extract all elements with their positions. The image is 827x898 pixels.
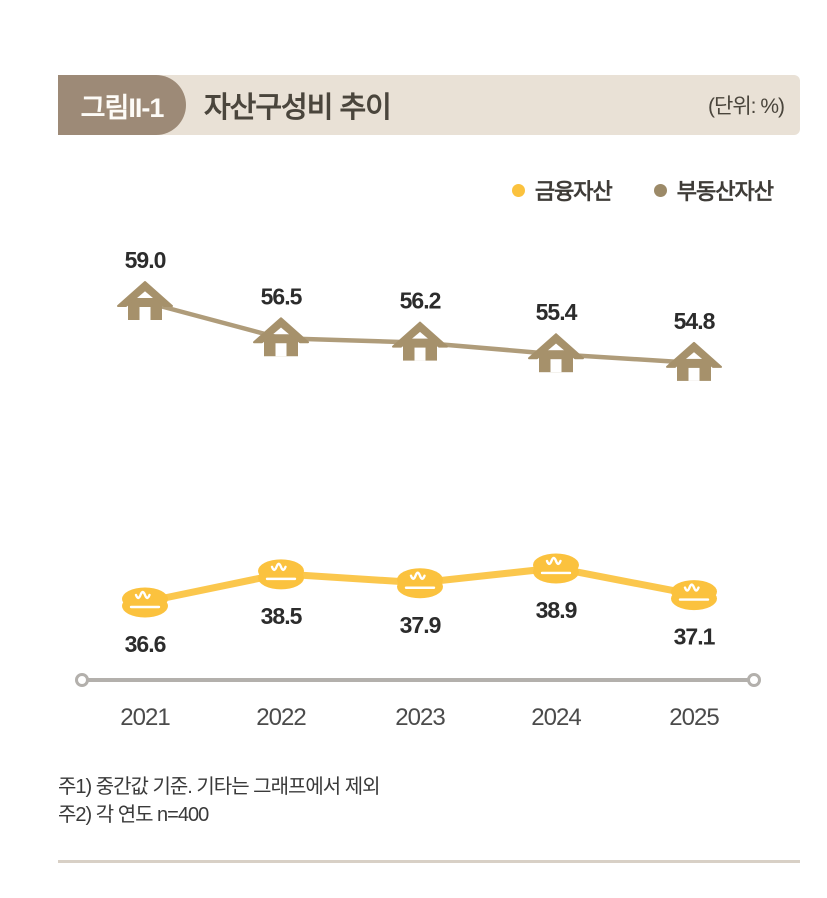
- house-door: [688, 367, 700, 381]
- house-roof: [528, 333, 584, 360]
- realestate-assets-dot-icon: [653, 183, 667, 197]
- financial-assets-dot-icon: [511, 183, 525, 197]
- house-roof: [666, 341, 722, 368]
- legend-label-financial-assets: 금융자산: [534, 179, 613, 204]
- note-2: 주2) 각 연도 n=400: [58, 804, 209, 826]
- house-marker-2022: [253, 317, 309, 357]
- year-label-2021: 2021: [120, 704, 170, 731]
- note-1: 주1) 중간값 기준. 기타는 그래프에서 제외: [58, 776, 381, 798]
- financial-value-label-2021: 36.6: [125, 631, 166, 657]
- realestate-value-label-2025: 54.8: [674, 308, 716, 334]
- legend-label-realestate-assets: 부동산자산: [676, 179, 774, 204]
- figure-header: 그림II-1 자산구성비 추이 (단위: %): [58, 75, 800, 135]
- financial-value-label-2023: 37.9: [400, 612, 441, 638]
- unit-label: (단위: %): [708, 95, 785, 118]
- coin-won-mark: [409, 571, 426, 580]
- realestate-value-label-2023: 56.2: [400, 288, 441, 314]
- bottom-divider: [58, 860, 800, 863]
- financial-value-label-2024: 38.9: [536, 597, 577, 623]
- realestate-value-label-2021: 59.0: [125, 247, 166, 273]
- figure-notes: 주1) 중간값 기준. 기타는 그래프에서 제외 주2) 각 연도 n=400: [58, 773, 381, 829]
- figure-number-badge: 그림II-1: [58, 75, 186, 135]
- realestate-value-label-2024: 55.4: [536, 299, 578, 325]
- axis-endpoint-left: [75, 673, 89, 687]
- house-door: [139, 307, 151, 320]
- coin-top: [533, 553, 579, 577]
- coin-marker-2024: [533, 553, 579, 584]
- realestate-value-label-2022: 56.5: [261, 283, 303, 309]
- coin-top: [397, 568, 443, 592]
- house-marker-2025: [666, 341, 722, 381]
- coin-marker-2025: [671, 580, 717, 611]
- house-door: [550, 359, 562, 373]
- coin-marker-2023: [397, 568, 443, 599]
- financial-value-label-2025: 37.1: [674, 624, 716, 650]
- year-label-2025: 2025: [669, 704, 719, 731]
- year-label-2022: 2022: [256, 704, 306, 731]
- house-roof: [117, 281, 173, 307]
- house-marker-2024: [528, 333, 584, 373]
- financial-value-label-2022: 38.5: [261, 603, 303, 629]
- legend-item-realestate-assets: 부동산자산: [653, 174, 774, 206]
- coin-marker-2021: [122, 587, 168, 618]
- house-marker-2021: [117, 281, 173, 320]
- legend-item-financial-assets: 금융자산: [511, 174, 613, 206]
- house-roof: [253, 317, 309, 344]
- coin-won-mark: [683, 583, 700, 592]
- house-door: [275, 343, 287, 357]
- year-label-2023: 2023: [395, 704, 445, 731]
- figure-title: 자산구성비 추이: [204, 92, 392, 124]
- house-door: [414, 347, 426, 361]
- axis-endpoint-right: [747, 673, 761, 687]
- coin-won-mark: [134, 590, 151, 600]
- coin-marker-2022: [258, 559, 304, 590]
- coin-top: [258, 559, 304, 583]
- coin-won-mark: [545, 556, 562, 566]
- house-marker-2023: [392, 321, 448, 361]
- chart-legend: 금융자산 부동산자산: [511, 174, 774, 206]
- coin-top: [671, 580, 717, 604]
- coin-top: [122, 587, 168, 611]
- coin-won-mark: [270, 562, 287, 572]
- year-label-2024: 2024: [531, 704, 581, 731]
- house-roof: [392, 321, 448, 348]
